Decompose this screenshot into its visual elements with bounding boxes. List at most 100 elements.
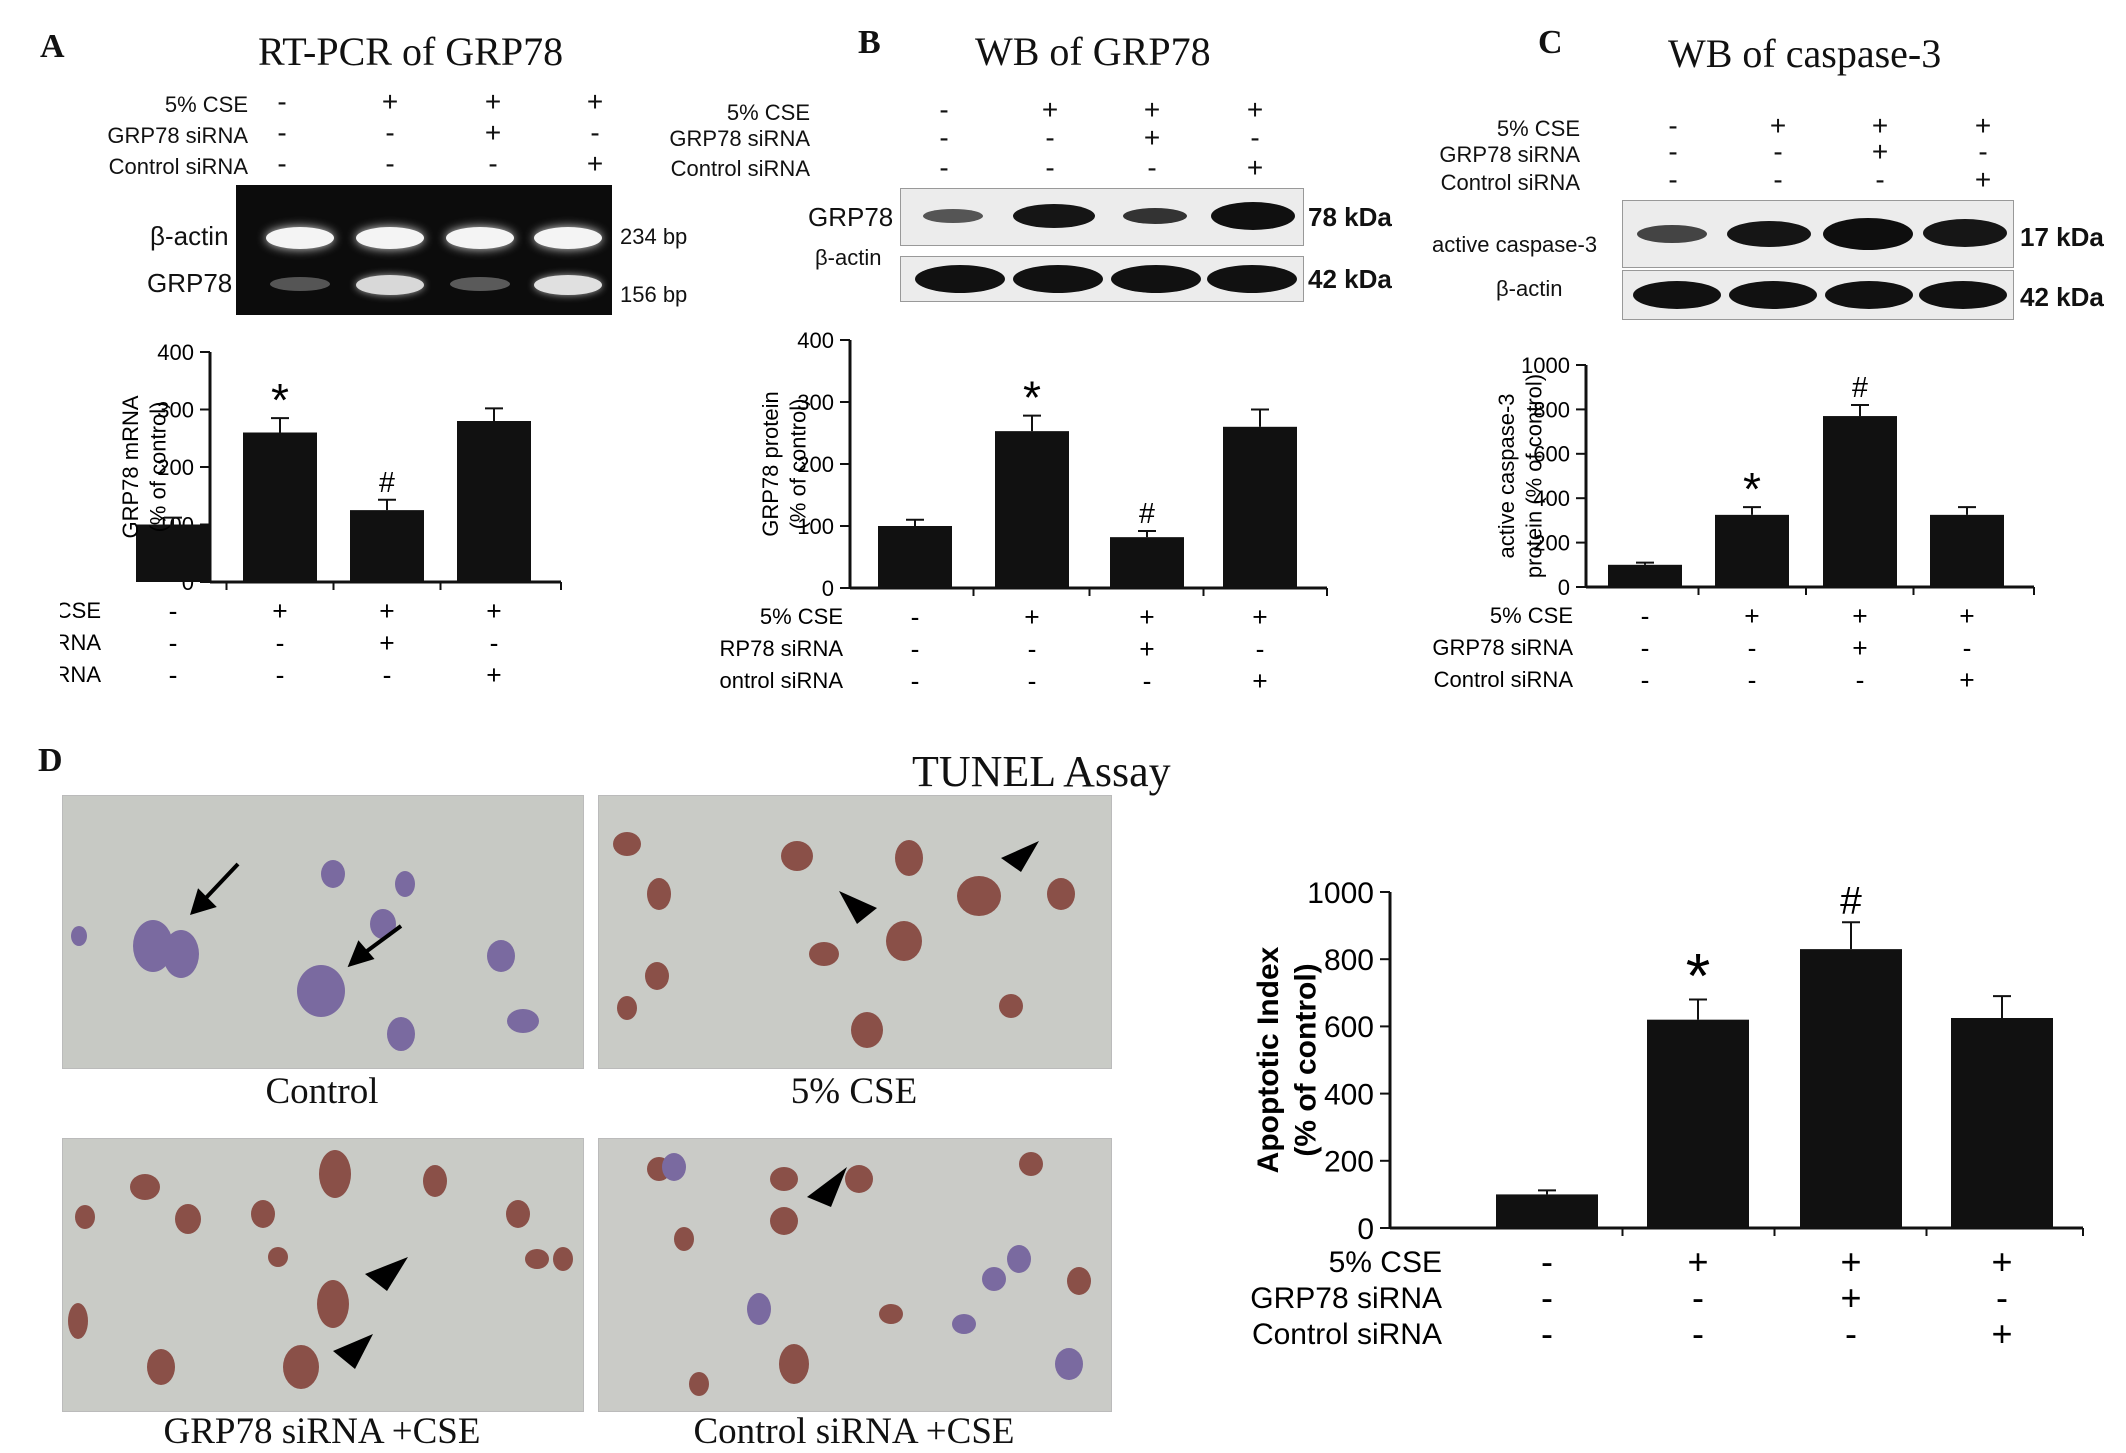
condition-sign: + (1139, 634, 1154, 664)
band-size: 17 kDa (2020, 222, 2104, 252)
condition-sign: + (379, 628, 394, 658)
blot-lane-label: β-actin (815, 245, 882, 270)
condition-sign: + (1744, 601, 1759, 631)
condition-sign: + (1139, 602, 1154, 632)
panel-b-blot-conditions: 5% CSE GRP78 siRNA Control siRNA - + + +… (669, 94, 1320, 190)
bar (457, 421, 531, 582)
condition-label: 5% CSE (726, 100, 810, 125)
condition-label: 5% CSE (760, 604, 843, 629)
condition-sign: + (1852, 633, 1867, 663)
condition-sign: - (1143, 666, 1152, 696)
condition-sign: - (911, 634, 920, 664)
panel-a-letter: A (40, 28, 65, 65)
panel-b-letter: B (858, 24, 881, 61)
band-size: 42 kDa (1308, 264, 1392, 294)
condition-sign: - (1748, 633, 1757, 663)
bar (350, 510, 424, 582)
condition-sign: - (169, 660, 178, 690)
panel-b-bar-chart: 0 100 200 300 400 * # GRP78 protein (% of contro… (720, 328, 1328, 696)
panel-c-title: WB of caspase-3 (1668, 31, 1942, 76)
condition-sign: + (486, 660, 501, 690)
condition-label: Control siRNA (60, 662, 101, 687)
condition-label: 5% CSE (164, 92, 248, 117)
micrograph-caption: Control (265, 1071, 379, 1112)
condition-sign: + (1024, 602, 1039, 632)
y-axis-label-line: (% of control) (1290, 963, 1323, 1156)
y-tick-label: 200 (797, 452, 834, 477)
gel-lane-label: GRP78 (147, 268, 233, 298)
y-axis-label-line: GRP78 protein (758, 391, 783, 537)
condition-sign: - (911, 666, 920, 696)
y-tick-label: 300 (157, 397, 194, 422)
y-tick-label: 300 (797, 390, 834, 415)
bar (878, 526, 952, 588)
grp78-blot-image (900, 188, 1304, 246)
bar (1823, 416, 1897, 587)
bar (1951, 1018, 2053, 1228)
condition-sign: - (1028, 666, 1037, 696)
condition-sign: - (1692, 1313, 1704, 1354)
condition-sign: - (383, 660, 392, 690)
condition-sign: + (586, 86, 604, 117)
bar (1608, 564, 1682, 587)
condition-sign: - (169, 628, 178, 658)
condition-sign: - (1028, 634, 1037, 664)
condition-label: 5% CSE (1496, 116, 1580, 141)
panel-d-title: TUNEL Assay (912, 747, 1171, 796)
condition-sign: + (486, 596, 501, 626)
condition-sign: - (939, 94, 949, 125)
condition-sign: - (277, 148, 287, 179)
condition-sign: + (1041, 94, 1059, 125)
condition-sign: - (1668, 110, 1678, 141)
band-size: 78 kDa (1308, 202, 1392, 232)
condition-sign: - (1668, 136, 1678, 167)
condition-sign: - (1250, 122, 1260, 153)
micrograph-caption: 5% CSE (790, 1071, 918, 1112)
y-tick-label: 400 (1533, 486, 1570, 511)
condition-sign: - (1641, 665, 1650, 695)
panel-d-letter: D (38, 742, 63, 779)
condition-sign: + (381, 86, 399, 117)
y-tick-label: 0 (1558, 575, 1570, 600)
beta-actin-blot-image (900, 256, 1304, 302)
condition-label: GRP78 siRNA (1439, 142, 1580, 167)
condition-sign: - (1978, 136, 1988, 167)
condition-sign: - (1856, 665, 1865, 695)
condition-sign: - (277, 117, 287, 148)
condition-sign: + (1687, 1241, 1708, 1282)
condition-sign: - (1963, 633, 1972, 663)
band-size: 234 bp (620, 224, 688, 249)
y-tick-label: 800 (1324, 944, 1374, 977)
y-tick-label: 1000 (1307, 877, 1374, 910)
y-axis-label-line: active caspase-3 (1494, 393, 1519, 558)
condition-label: Control siRNA (670, 156, 810, 181)
condition-sign: - (276, 660, 285, 690)
panel-a-title: RT-PCR of GRP78 (258, 29, 564, 74)
condition-sign: + (1246, 152, 1264, 183)
condition-sign: + (1143, 94, 1161, 125)
condition-label: GRP78 siRNA (107, 123, 248, 148)
y-axis-label-line: GRP78 mRNA (118, 395, 143, 538)
condition-label: GRP78 siRNA (1250, 1282, 1442, 1315)
micrograph-5pct-cse (598, 795, 1112, 1069)
condition-sign: - (1692, 1277, 1704, 1318)
condition-sign: + (1246, 94, 1264, 125)
band-size: 42 kDa (2020, 282, 2104, 312)
condition-label: GRP78 siRNA (720, 636, 843, 661)
y-tick-label: 100 (797, 514, 834, 539)
panel-d-bar-chart: 0 200 400 600 800 1000 * # Apoptotic Index (% of … (1250, 877, 2084, 1354)
condition-sign: - (1045, 122, 1055, 153)
condition-sign: + (1769, 110, 1787, 141)
y-axis-label-line: (% of control) (786, 399, 811, 530)
bar (1110, 537, 1184, 588)
condition-label: 5% CSE (1329, 1246, 1442, 1279)
condition-sign: + (484, 86, 502, 117)
condition-sign: + (1840, 1241, 1861, 1282)
bar (1647, 1019, 1749, 1228)
condition-label: Control siRNA (720, 668, 843, 693)
panel-c-letter: C (1538, 24, 1563, 61)
bar (1715, 514, 1789, 587)
panel-a-gel-conditions: 5% CSE GRP78 siRNA Control siRNA - + + +… (60, 86, 620, 182)
panel-c-blot-conditions: 5% CSE GRP78 siRNA Control siRNA - + + +… (1380, 110, 2020, 196)
condition-label: GRP78 siRNA (1432, 635, 1573, 660)
